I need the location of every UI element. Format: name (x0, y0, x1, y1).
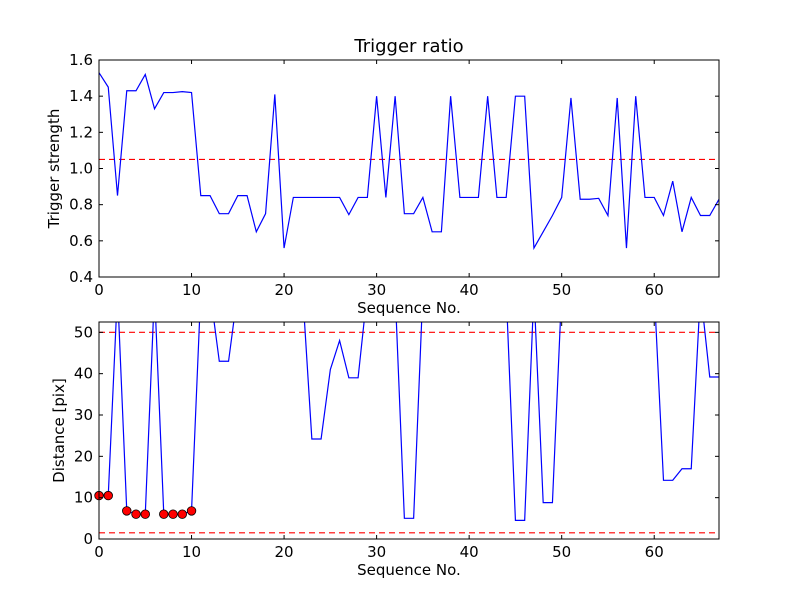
y-tick-label: 10 (74, 489, 93, 507)
x-axis-label: Sequence No. (357, 299, 461, 317)
data-point (122, 506, 132, 516)
x-tick-label: 60 (645, 543, 664, 561)
x-tick-label: 50 (552, 543, 571, 561)
x-tick-label: 50 (552, 281, 571, 299)
y-tick-label: 1.4 (69, 87, 93, 105)
data-point (177, 509, 187, 519)
y-tick-label: 0.4 (69, 268, 93, 286)
y-tick-label: 0.6 (69, 232, 93, 250)
data-point (140, 509, 150, 519)
distance-chart: Sequence No. Distance [pix] 0 10 20 30 40 50 6… (50, 321, 720, 579)
trigger-ratio-chart: Trigger ratio Sequence No. Trigger stren… (45, 36, 720, 317)
data-layer (99, 72, 719, 251)
y-tick-label: 1.2 (69, 123, 93, 141)
data-point (168, 509, 178, 519)
y-tick-label: 50 (74, 323, 93, 341)
data-point (131, 509, 141, 519)
plot-frame (98, 321, 720, 540)
y-tick-label: 20 (74, 447, 93, 465)
y-tick-label: 1.6 (69, 51, 93, 69)
data-point (103, 490, 113, 501)
x-tick-label: 60 (645, 281, 664, 299)
y-tick-label: 0.8 (69, 196, 93, 214)
x-tick-label: 10 (182, 281, 201, 299)
x-tick-label: 10 (182, 543, 201, 561)
x-tick-label: 20 (275, 281, 294, 299)
series-line (99, 72, 719, 251)
y-tick-label: 0 (83, 530, 93, 548)
y-axis-label: Distance [pix] (50, 378, 68, 483)
plot-area: 0 10 20 30 40 50 60 0 10 20 30 40 50 (74, 321, 720, 561)
x-tick-label: 40 (460, 281, 479, 299)
x-tick-label: 30 (367, 281, 386, 299)
chart-title: Trigger ratio (353, 36, 463, 57)
plot-area: 0 10 20 30 40 50 60 0.4 0.6 0.8 1.0 1.2 1.4 1.6 (69, 51, 720, 299)
x-tick-label: 0 (94, 543, 104, 561)
x-tick-label: 20 (275, 543, 294, 561)
x-tick-label: 0 (94, 281, 104, 299)
y-tick-label: 30 (74, 406, 93, 424)
data-point (159, 509, 169, 519)
x-tick-label: 40 (460, 543, 479, 561)
y-tick-label: 40 (74, 365, 93, 383)
x-tick-label: 30 (367, 543, 386, 561)
x-axis-label: Sequence No. (357, 561, 461, 579)
y-axis-label: Trigger strength (45, 109, 63, 230)
series-line (99, 322, 719, 522)
y-tick-label: 1.0 (69, 160, 93, 178)
data-point (186, 506, 197, 516)
data-layer (99, 322, 719, 534)
